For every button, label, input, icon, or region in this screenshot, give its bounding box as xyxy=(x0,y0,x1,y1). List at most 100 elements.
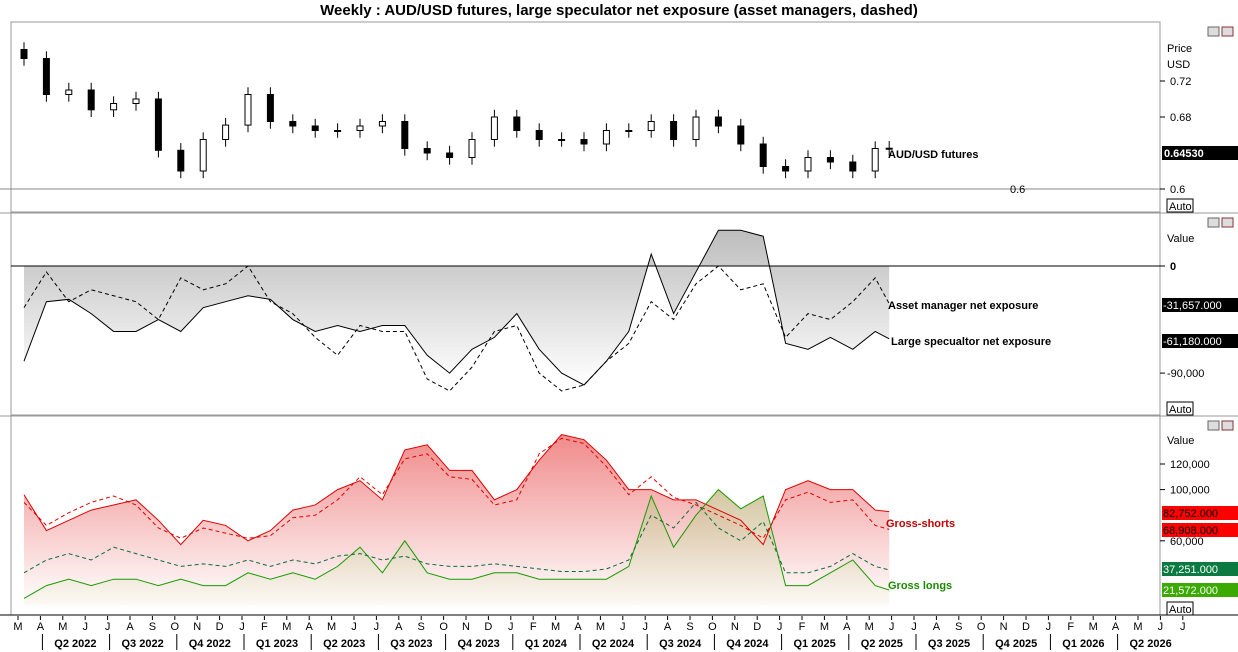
month-label: J xyxy=(642,621,648,633)
month-label: O xyxy=(977,621,986,633)
month-label: A xyxy=(395,621,403,633)
month-label: J xyxy=(82,621,88,633)
month-label: A xyxy=(843,621,851,633)
candle-body xyxy=(222,124,230,140)
auto-scale-button[interactable] xyxy=(1166,198,1194,213)
month-label: J xyxy=(239,621,245,633)
month-label: S xyxy=(955,621,962,633)
month-label: F xyxy=(799,621,806,633)
gross-last-value: 82,752.000 xyxy=(1163,508,1218,520)
month-label: J xyxy=(374,621,380,633)
quarter-label: Q4 2023 xyxy=(457,638,499,650)
month-label: N xyxy=(731,621,739,633)
large-speculator-net-line xyxy=(23,229,890,386)
quarter-label: Q1 2024 xyxy=(525,638,568,650)
quarter-label: Q3 2024 xyxy=(659,638,702,650)
month-label: J xyxy=(777,621,783,633)
candle-body xyxy=(804,157,812,172)
month-label: D xyxy=(484,621,492,633)
month-label: M xyxy=(865,621,874,633)
reference-line-label: 0.6 xyxy=(1010,184,1025,196)
month-label: J xyxy=(1180,621,1186,633)
quarter-label: Q4 2024 xyxy=(726,638,769,650)
month-label: A xyxy=(126,621,134,633)
month-label: S xyxy=(418,621,425,633)
net-series-label: Asset manager net exposure xyxy=(888,300,1038,312)
month-label: M xyxy=(1133,621,1142,633)
month-label: S xyxy=(686,621,693,633)
close-icon[interactable] xyxy=(1221,420,1234,431)
candle-body xyxy=(356,125,364,131)
price-axis-unit: USD xyxy=(1167,59,1190,71)
minimize-icon[interactable] xyxy=(1207,420,1220,431)
candle-body xyxy=(558,139,566,141)
month-label: J xyxy=(1158,621,1164,633)
gross-tick-label: 60,000 xyxy=(1170,536,1204,548)
minimize-icon[interactable] xyxy=(1207,217,1220,228)
quarter-label: Q2 2023 xyxy=(323,638,365,650)
month-label: J xyxy=(911,621,917,633)
quarter-label: Q3 2022 xyxy=(121,638,163,650)
month-label: J xyxy=(351,621,357,633)
minimize-icon[interactable] xyxy=(1207,26,1220,37)
month-label: M xyxy=(820,621,829,633)
candle-body xyxy=(602,130,610,145)
candle-body xyxy=(714,116,722,127)
month-label: S xyxy=(149,621,156,633)
candle-body xyxy=(266,94,274,122)
candle-body xyxy=(535,130,543,140)
candle-body xyxy=(782,166,790,172)
month-label: F xyxy=(261,621,268,633)
candle-body xyxy=(490,116,498,140)
candle-body xyxy=(20,49,28,59)
close-icon[interactable] xyxy=(1221,26,1234,37)
candle-body xyxy=(334,130,342,132)
close-icon[interactable] xyxy=(1221,217,1234,228)
month-label: J xyxy=(620,621,626,633)
auto-scale-button[interactable] xyxy=(1166,401,1194,416)
quarter-label: Q1 2023 xyxy=(256,638,298,650)
month-label: J xyxy=(508,621,514,633)
month-label: M xyxy=(551,621,560,633)
quarter-label: Q4 2022 xyxy=(189,638,231,650)
net-last-badge xyxy=(1162,298,1238,312)
price-tick-label: 0.6 xyxy=(1170,184,1185,196)
price-tick-label: 0.68 xyxy=(1170,112,1191,124)
auto-scale-label: Auto xyxy=(1169,604,1192,616)
month-label: N xyxy=(1000,621,1008,633)
quarter-label: Q3 2025 xyxy=(928,638,970,650)
gross-series-line xyxy=(23,488,890,599)
month-label: M xyxy=(13,621,22,633)
month-label: M xyxy=(58,621,67,633)
gross-tick-label: 120,000 xyxy=(1170,459,1210,471)
month-label: A xyxy=(933,621,941,633)
auto-scale-label: Auto xyxy=(1169,201,1192,213)
month-label: F xyxy=(530,621,537,633)
candle-body xyxy=(513,116,521,131)
month-label: N xyxy=(193,621,201,633)
candle-body xyxy=(244,94,252,126)
chart-title: Weekly : AUD/USD futures, large speculat… xyxy=(320,2,918,19)
candle-body xyxy=(692,116,700,140)
gross-last-badge xyxy=(1162,562,1238,576)
candle-body xyxy=(871,148,879,172)
candle-body xyxy=(580,139,588,145)
gross-series-line xyxy=(23,501,890,574)
series-label-audusd: AUD/USD futures xyxy=(888,149,978,161)
month-label: M xyxy=(282,621,291,633)
quarter-label: Q4 2025 xyxy=(995,638,1037,650)
candle-body xyxy=(42,58,50,95)
month-label: J xyxy=(889,621,895,633)
candle-body xyxy=(401,121,409,149)
month-label: D xyxy=(216,621,224,633)
quarter-label: Q3 2023 xyxy=(390,638,432,650)
month-label: A xyxy=(306,621,314,633)
gross-series-line xyxy=(23,437,890,539)
gross-shorts-label: Gross-shorts xyxy=(886,518,955,530)
net-exposure-fill xyxy=(24,230,890,385)
gross-last-badge xyxy=(1162,583,1238,597)
month-label: M xyxy=(1089,621,1098,633)
month-label: M xyxy=(596,621,605,633)
month-label: A xyxy=(1112,621,1120,633)
month-label: D xyxy=(753,621,761,633)
